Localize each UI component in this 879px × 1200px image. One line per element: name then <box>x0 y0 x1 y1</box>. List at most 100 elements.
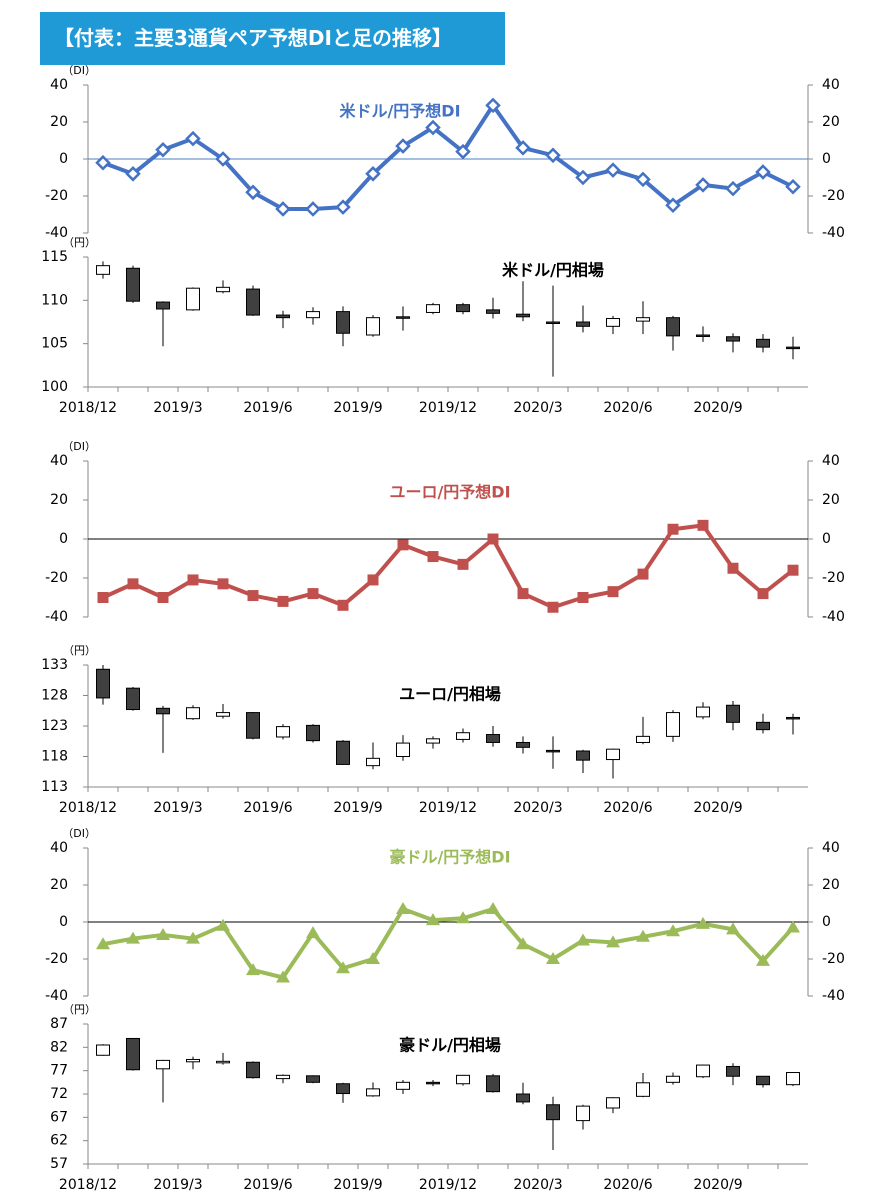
chart-title: 米ドル/円相場 <box>502 261 604 280</box>
candle-body <box>156 1059 170 1070</box>
candle-body <box>756 721 770 731</box>
candle-body <box>216 286 230 293</box>
y-unit: （DI） <box>62 440 96 453</box>
marker <box>427 551 439 563</box>
candle-body <box>456 304 470 313</box>
marker <box>96 937 110 950</box>
marker <box>697 519 709 531</box>
x-tick-label: 2020/6 <box>603 800 652 816</box>
y-tick-label: 40 <box>50 453 68 469</box>
x-tick-label: 2018/12 <box>59 1177 117 1193</box>
candle-body <box>486 309 500 314</box>
chart-title: ユーロ/円相場 <box>399 685 501 704</box>
y-tick-label: 123 <box>41 718 68 734</box>
y2-tick-label: -40 <box>822 609 845 625</box>
candle-body <box>606 1097 620 1109</box>
candle-body <box>486 734 500 743</box>
candle-body <box>96 265 110 275</box>
marker <box>576 933 590 946</box>
candle-body <box>156 707 170 715</box>
y2-tick-label: -40 <box>822 988 845 1004</box>
marker <box>277 595 289 607</box>
candle-body <box>336 740 350 765</box>
candle-body <box>726 1065 740 1077</box>
marker <box>95 154 111 171</box>
y-tick-label: 72 <box>50 1086 68 1102</box>
candle-body <box>246 1061 260 1079</box>
candle-body <box>696 334 710 337</box>
marker <box>97 592 109 603</box>
candle-body <box>96 1044 110 1056</box>
marker <box>335 199 351 215</box>
candle-body <box>276 314 290 319</box>
candle-body <box>246 712 260 739</box>
y-tick-label: 113 <box>41 779 68 795</box>
x-tick-label: 2020/3 <box>513 800 562 816</box>
candle-body <box>786 716 800 720</box>
x-tick-label: 2019/6 <box>243 800 292 816</box>
candle-body <box>126 687 140 711</box>
marker <box>275 201 291 217</box>
x-tick-label: 2019/12 <box>419 800 477 816</box>
candle-body <box>366 317 380 336</box>
marker <box>546 952 560 964</box>
y-tick-label: -40 <box>45 988 68 1004</box>
y-unit: （DI） <box>62 827 96 840</box>
candle-body <box>576 321 590 327</box>
marker <box>395 138 411 154</box>
x-tick-label: 2018/12 <box>59 800 117 816</box>
candle-body <box>546 1104 560 1121</box>
marker <box>487 533 499 545</box>
y2-tick-label: 20 <box>822 877 840 893</box>
candle-body <box>786 1072 800 1086</box>
candle-body <box>366 1088 380 1097</box>
y2-tick-label: -20 <box>822 951 845 967</box>
y-tick-label: 82 <box>50 1039 68 1055</box>
marker <box>696 916 710 929</box>
candle-body <box>756 338 770 348</box>
candle-body <box>216 1060 230 1064</box>
marker <box>726 922 740 935</box>
y-tick-label: 0 <box>59 914 68 930</box>
marker <box>426 913 440 926</box>
marker <box>125 166 141 182</box>
candle-body <box>696 706 710 718</box>
marker <box>396 902 410 915</box>
y2-tick-label: 40 <box>822 453 840 469</box>
y-tick-label: 115 <box>41 249 68 265</box>
y-tick-label: 20 <box>50 492 68 508</box>
candle-body <box>516 741 530 748</box>
y-tick-label: -20 <box>45 951 68 967</box>
marker <box>245 184 261 201</box>
x-tick-label: 2019/9 <box>333 1177 382 1193</box>
y2-tick-label: 0 <box>822 914 831 930</box>
y-tick-label: -20 <box>45 188 68 204</box>
series-line <box>102 523 795 610</box>
y-tick-label: 0 <box>59 531 68 547</box>
marker <box>636 929 650 942</box>
y-unit: （DI） <box>62 64 96 77</box>
candle-body <box>726 336 740 342</box>
marker <box>246 963 260 976</box>
y-unit: （円） <box>63 236 96 249</box>
marker <box>155 141 171 158</box>
y-tick-label: 128 <box>41 688 68 704</box>
series-label: 米ドル/円予想DI <box>339 102 460 121</box>
candle-body <box>456 732 470 740</box>
marker <box>425 119 441 136</box>
candle-body <box>396 316 410 319</box>
marker <box>577 592 589 603</box>
candle-body <box>126 1037 140 1071</box>
candle-body <box>486 1075 500 1093</box>
marker <box>185 130 201 147</box>
y-tick-label: -40 <box>45 225 68 241</box>
y-tick-label: 77 <box>50 1063 68 1079</box>
marker <box>126 931 140 944</box>
marker <box>725 180 741 197</box>
candle-body <box>96 668 110 699</box>
y-unit: （円） <box>63 1003 96 1016</box>
candle-body <box>636 1082 650 1097</box>
candle-body <box>126 267 140 302</box>
y2-tick-label: -40 <box>822 225 845 241</box>
